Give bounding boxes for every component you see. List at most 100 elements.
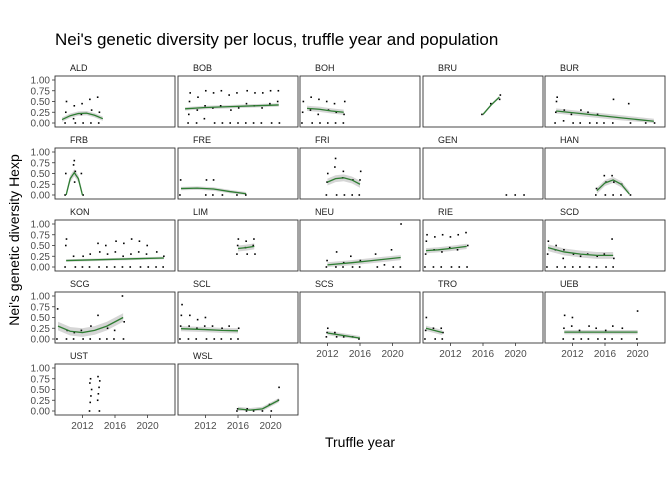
- facet-label: KON: [70, 207, 90, 217]
- data-point: [571, 316, 574, 319]
- data-point: [237, 107, 240, 109]
- data-point: [351, 194, 354, 196]
- data-point: [489, 102, 492, 105]
- y-tick-label: 1.00: [31, 220, 51, 231]
- data-point: [562, 257, 565, 260]
- data-point: [621, 327, 624, 330]
- data-point: [229, 122, 232, 124]
- data-point: [245, 410, 248, 412]
- data-point: [432, 266, 435, 268]
- data-point: [196, 318, 199, 321]
- y-tick-label: 0.25: [31, 252, 51, 263]
- data-point: [237, 327, 240, 330]
- data-point: [254, 92, 256, 94]
- data-point: [432, 327, 435, 330]
- data-point: [317, 113, 320, 116]
- facet-label: SCL: [193, 279, 211, 289]
- data-point: [155, 251, 158, 253]
- x-tick-label: 2020: [381, 349, 404, 360]
- data-point: [318, 98, 320, 101]
- data-point: [181, 303, 183, 306]
- data-point: [342, 266, 344, 268]
- facet-panel: FRE: [177, 135, 299, 200]
- data-point: [595, 187, 598, 190]
- panel-border: [544, 219, 666, 272]
- data-point: [246, 89, 248, 92]
- smooth-line: [66, 257, 164, 262]
- data-point: [596, 122, 598, 124]
- facet-label: BOH: [315, 63, 335, 73]
- y-tick-label: 0.00: [31, 407, 51, 418]
- data-point: [325, 194, 328, 196]
- facet-label: SCD: [560, 207, 580, 217]
- data-point: [570, 325, 573, 327]
- data-point: [228, 325, 230, 327]
- y-tick-label: 1.00: [31, 364, 51, 375]
- facet-panel: BUR: [544, 63, 666, 128]
- data-point: [555, 100, 558, 103]
- data-point: [390, 249, 393, 251]
- data-point: [546, 266, 548, 268]
- data-point: [554, 122, 556, 124]
- smooth-line: [61, 112, 104, 121]
- data-point: [196, 327, 198, 330]
- data-point: [73, 105, 76, 107]
- data-point: [556, 266, 558, 268]
- data-point: [252, 122, 255, 124]
- data-point: [563, 314, 566, 317]
- data-point: [64, 172, 67, 175]
- data-point: [278, 386, 280, 389]
- data-point: [277, 89, 280, 92]
- data-point: [498, 98, 501, 101]
- y-tick-label: 1.00: [31, 292, 51, 303]
- data-point: [596, 255, 599, 258]
- data-point: [578, 329, 581, 332]
- data-point: [270, 122, 273, 124]
- data-point: [374, 253, 377, 255]
- data-point: [204, 316, 207, 319]
- data-point: [74, 170, 77, 173]
- data-point: [335, 266, 337, 268]
- data-point: [499, 94, 502, 96]
- data-point: [189, 92, 191, 94]
- facet-label: TRO: [438, 279, 457, 289]
- data-point: [278, 122, 281, 124]
- data-point: [588, 122, 591, 124]
- x-tick-label: 2020: [626, 349, 649, 360]
- data-point: [203, 117, 206, 120]
- data-point: [627, 102, 630, 105]
- data-point: [106, 253, 109, 255]
- data-point: [611, 174, 613, 177]
- data-point: [595, 266, 598, 268]
- data-point: [197, 96, 199, 98]
- data-point: [252, 410, 255, 412]
- data-point: [612, 98, 615, 101]
- data-point: [358, 194, 361, 196]
- data-point: [189, 314, 191, 317]
- data-point: [205, 179, 208, 181]
- data-point: [358, 338, 360, 340]
- y-tick-label: 0.00: [31, 119, 51, 130]
- panel-border: [177, 363, 299, 416]
- facet-label: FRI: [315, 135, 330, 145]
- data-point: [64, 122, 66, 124]
- data-point: [64, 244, 67, 247]
- y-tick-label: 0.25: [31, 324, 51, 335]
- x-tick-label: 2012: [194, 421, 217, 432]
- x-tick-label: 2012: [561, 349, 584, 360]
- data-point: [301, 122, 303, 124]
- y-tick-label: 0.00: [31, 263, 51, 274]
- data-point: [106, 338, 108, 340]
- smooth-line: [237, 245, 255, 250]
- data-point: [123, 321, 125, 323]
- data-point: [563, 109, 566, 111]
- data-point: [603, 174, 606, 177]
- data-point: [358, 266, 361, 268]
- data-point: [424, 329, 427, 332]
- data-point: [221, 327, 223, 330]
- data-point: [90, 109, 93, 111]
- data-point: [466, 244, 469, 247]
- data-point: [448, 246, 451, 249]
- smooth-line: [237, 399, 280, 411]
